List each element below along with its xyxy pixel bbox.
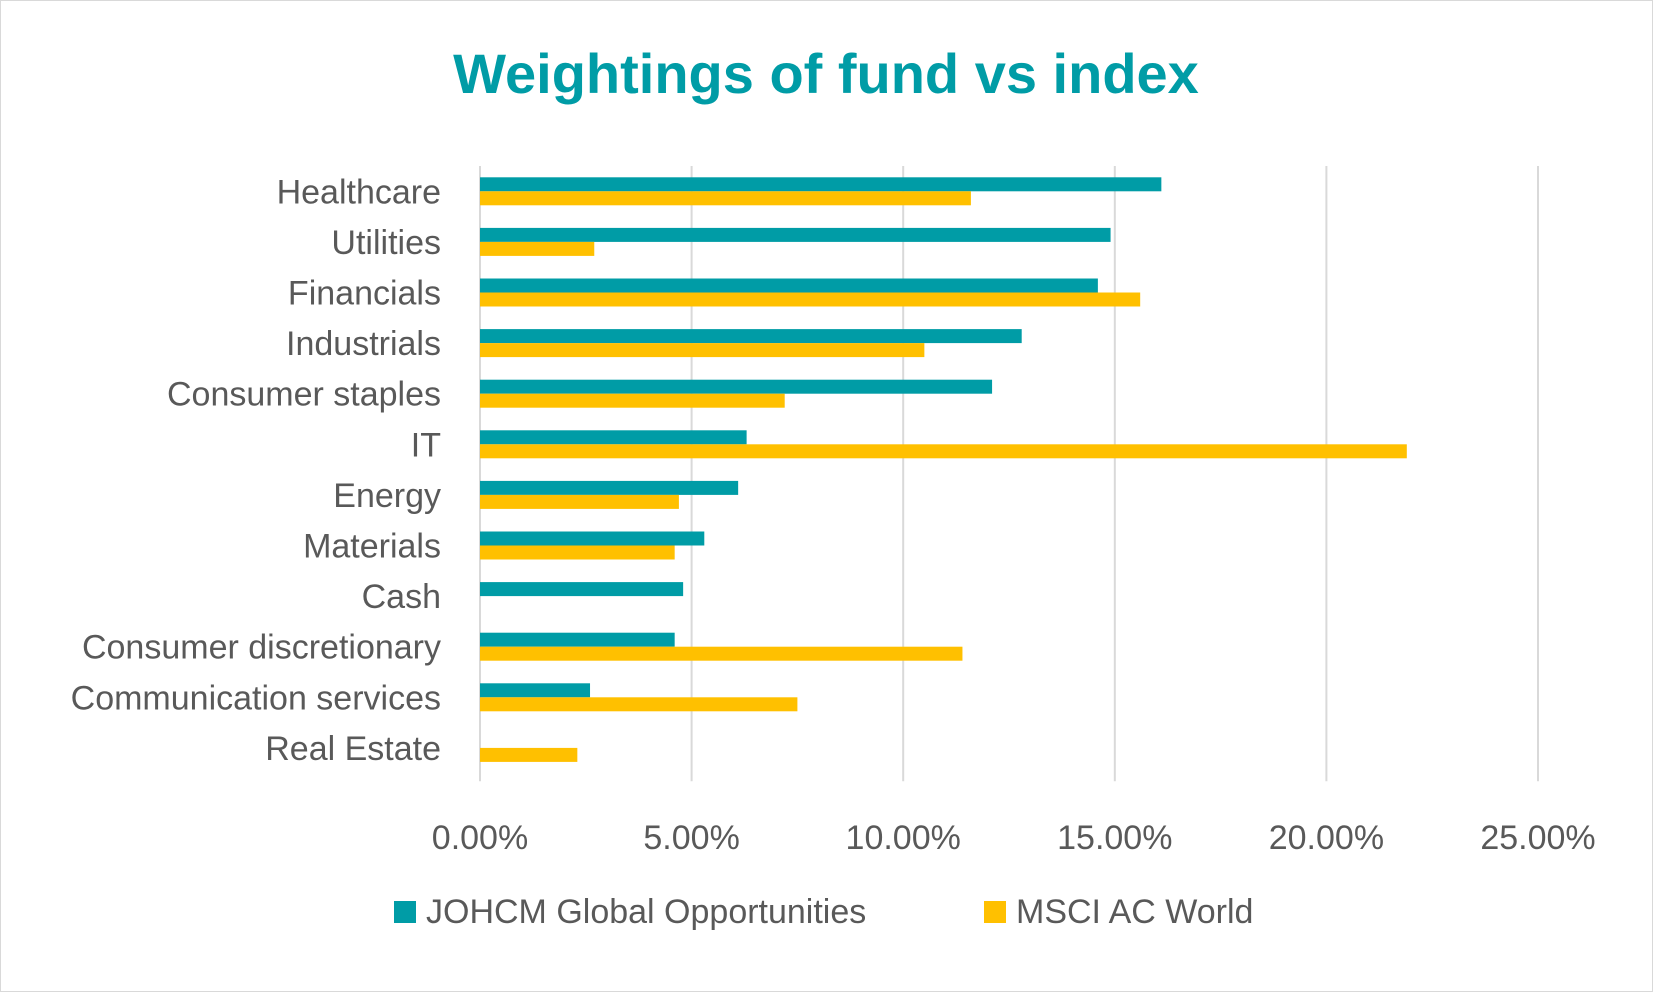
bar <box>480 177 1162 192</box>
bar <box>480 430 747 445</box>
category-label: Cash <box>362 578 441 616</box>
bar <box>480 278 1098 293</box>
bar <box>480 480 739 495</box>
legend-item[interactable]: JOHCM Global Opportunities <box>394 893 866 931</box>
bar <box>480 329 1022 344</box>
legend-swatch <box>984 901 1006 923</box>
bar <box>480 241 595 256</box>
legend-label: MSCI AC World <box>1016 893 1253 931</box>
bar <box>480 683 591 698</box>
category-label: Communication services <box>71 679 441 717</box>
x-tick-label: 10.00% <box>846 819 961 857</box>
category-label: Consumer staples <box>167 376 441 414</box>
bar <box>480 343 925 358</box>
bar <box>480 697 798 712</box>
x-tick-label: 25.00% <box>1480 819 1595 857</box>
bar <box>480 582 684 597</box>
x-tick-label: 5.00% <box>643 819 739 857</box>
category-label: Consumer discretionary <box>82 629 441 667</box>
legend-swatch <box>394 901 416 923</box>
category-label: Healthcare <box>277 173 441 211</box>
bar <box>480 646 963 661</box>
category-label: Utilities <box>331 224 441 262</box>
category-label: Financials <box>288 275 441 313</box>
bar <box>480 531 705 546</box>
gridlines <box>479 166 1539 782</box>
x-tick-label: 20.00% <box>1269 819 1384 857</box>
bar <box>480 444 1407 459</box>
bar <box>480 292 1141 307</box>
x-tick-labels: 0.00% 5.00% 10.00% 15.00% 20.00% 25.00% <box>432 819 1596 857</box>
bar <box>480 632 675 647</box>
bar <box>480 393 785 408</box>
category-label: IT <box>411 426 441 464</box>
bar <box>480 379 993 394</box>
x-tick-label: 0.00% <box>432 819 528 857</box>
category-label: Real Estate <box>265 730 441 768</box>
bar <box>480 191 971 206</box>
bars <box>480 177 1407 762</box>
bar <box>480 494 679 509</box>
chart-title: Weightings of fund vs index <box>453 42 1199 105</box>
bar <box>480 545 675 560</box>
x-tick-label: 15.00% <box>1057 819 1172 857</box>
category-label: Materials <box>303 528 441 566</box>
category-labels: Healthcare Utilities Financials Industrials… <box>71 173 441 768</box>
bar <box>480 227 1111 242</box>
bar <box>480 747 578 762</box>
legend-label: JOHCM Global Opportunities <box>426 893 866 931</box>
legend-item[interactable]: MSCI AC World <box>984 893 1253 931</box>
category-label: Energy <box>333 477 441 515</box>
category-label: Industrials <box>286 325 441 363</box>
legend[interactable]: JOHCM Global Opportunities MSCI AC World <box>394 893 1253 931</box>
